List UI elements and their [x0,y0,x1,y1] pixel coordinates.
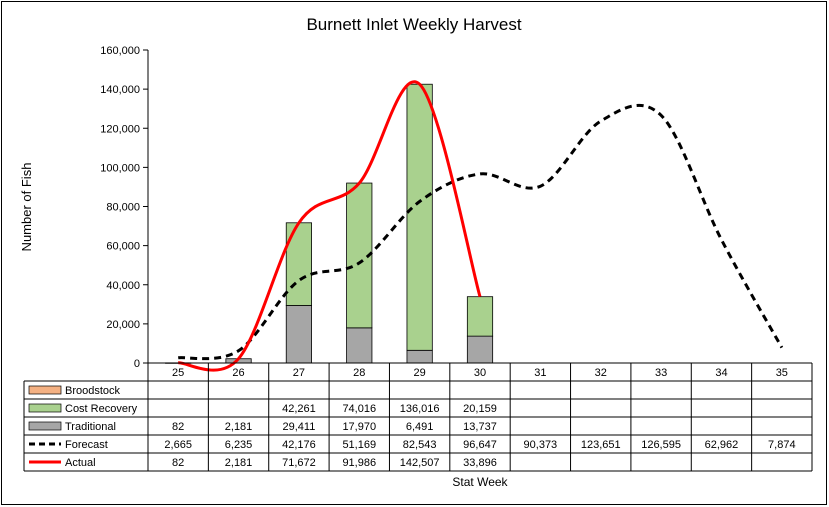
legend-label-actual: Actual [65,457,96,469]
bar-cost-recovery-28 [346,182,373,329]
value-actual-27: 71,672 [282,457,316,469]
value-actual-25: 82 [172,457,184,469]
value-traditional-30: 13,737 [463,421,497,433]
value-traditional-26: 2,181 [225,421,253,433]
value-forecast-34: 62,962 [705,439,739,451]
category-label-29: 29 [414,367,426,379]
value-traditional-25: 82 [172,421,184,433]
value-forecast-25: 2,665 [164,439,192,451]
line-series [178,80,784,372]
bar-traditional-30 [466,335,494,364]
line-actual [178,80,482,372]
y-tick-label: 40,000 [106,280,140,292]
value-cost-recovery-27: 42,261 [282,403,316,415]
legend-label-forecast: Forecast [65,439,108,451]
y-tick-label: 100,000 [100,162,140,174]
value-forecast-32: 123,651 [581,439,621,451]
legend-key-cost-recovery [28,403,62,413]
y-axis: 0 20,000 40,000 60,000 80,000 100,000 120,000 1… [100,45,149,370]
value-forecast-26: 6,235 [225,439,253,451]
value-forecast-35: 7,874 [768,439,796,451]
y-tick-label: 60,000 [106,241,140,253]
value-traditional-27: 29,411 [282,421,315,433]
category-label-25: 25 [172,367,184,379]
category-label-35: 35 [776,367,788,379]
legend-label-broodstock: Broodstock [65,385,121,397]
bar-cost-recovery-30 [466,296,494,337]
value-forecast-27: 42,176 [282,439,316,451]
value-forecast-33: 126,595 [641,439,681,451]
value-actual-26: 2,181 [225,457,253,469]
legend-label-traditional: Traditional [65,421,116,433]
category-label-27: 27 [293,367,305,379]
value-traditional-28: 17,970 [342,421,376,433]
value-actual-28: 91,986 [342,457,376,469]
category-label-26: 26 [232,367,244,379]
y-tick-label: 80,000 [106,202,140,214]
category-label-34: 34 [715,367,727,379]
category-label-31: 31 [534,367,546,379]
value-forecast-30: 96,647 [463,439,497,451]
value-cost-recovery-28: 74,016 [342,403,376,415]
value-forecast-28: 51,169 [342,439,376,451]
data-table: 25 26 27 28 29 30 31 32 33 34 35 Broodstock Cost Rec… [23,362,813,472]
value-cost-recovery-30: 20,159 [463,403,497,415]
bar-cost-recovery-27 [285,222,312,306]
y-tick-label: 140,000 [100,84,140,96]
y-tick-label: 160,000 [100,45,140,57]
bar-cost-recovery-29 [406,83,433,351]
value-actual-30: 33,896 [463,457,497,469]
value-cost-recovery-29: 136,016 [400,403,440,415]
y-tick-label: 20,000 [106,319,140,331]
x-axis-label: Stat Week [452,475,508,489]
bar-series [165,83,494,364]
value-forecast-31: 90,373 [524,439,558,451]
bar-traditional-27 [285,305,312,364]
chart-title: Burnett Inlet Weekly Harvest [306,15,521,34]
value-traditional-29: 6,491 [406,421,434,433]
legend-key-traditional [28,421,62,431]
legend-label-cost-recovery: Cost Recovery [65,403,138,415]
category-label-33: 33 [655,367,667,379]
bar-traditional-28 [346,327,373,364]
value-actual-29: 142,507 [400,457,440,469]
category-label-30: 30 [474,367,486,379]
line-forecast [178,103,784,361]
value-forecast-29: 82,543 [403,439,437,451]
y-tick-label: 120,000 [100,123,140,135]
y-axis-label: Number of Fish [19,163,34,252]
category-label-32: 32 [595,367,607,379]
y-tick-label: 0 [134,358,140,370]
bar-traditional-29 [406,349,433,364]
category-label-28: 28 [353,367,365,379]
legend-key-broodstock [28,385,62,395]
